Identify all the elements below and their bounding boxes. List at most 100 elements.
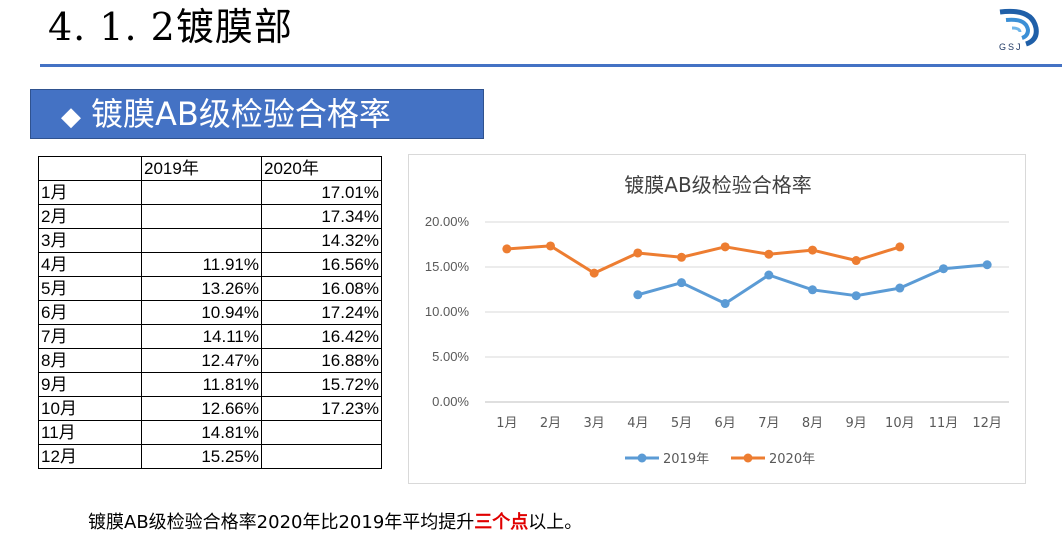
table-row: 2月 17.34% xyxy=(38,204,382,229)
x-tick-label: 11月 xyxy=(929,416,959,431)
table-cell: 14.81% xyxy=(141,420,262,445)
chart-title: 镀膜AB级检验合格率 xyxy=(624,173,811,197)
y-tick-label: 5.00% xyxy=(432,349,469,364)
table-cell: 17.01% xyxy=(261,180,382,205)
table-cell xyxy=(261,444,382,469)
x-tick-label: 8月 xyxy=(802,416,823,431)
table-header-row: 2019年 2020年 xyxy=(38,156,382,181)
x-tick-label: 12月 xyxy=(972,416,1002,431)
table-cell: 14.32% xyxy=(261,228,382,253)
table-row: 5月 13.26% 16.08% xyxy=(38,276,382,301)
data-point xyxy=(633,290,643,300)
table-header-cell xyxy=(38,156,142,181)
data-point xyxy=(764,270,774,280)
table-row: 3月 14.32% xyxy=(38,228,382,253)
table-row: 11月 14.81% xyxy=(38,420,382,445)
table-cell: 11.81% xyxy=(141,372,262,397)
logo-text: GSJ xyxy=(999,42,1023,52)
summary-tail: 以上。 xyxy=(528,512,583,533)
table-row: 1月 17.01% xyxy=(38,180,382,205)
table-cell: 15.25% xyxy=(141,444,262,469)
table-cell: 17.34% xyxy=(261,204,382,229)
section-label: 镀膜AB级检验合格率 xyxy=(91,95,391,133)
legend-label: 2020年 xyxy=(769,452,815,467)
company-logo-icon xyxy=(999,8,1039,47)
series-line-0 xyxy=(637,263,988,305)
table-row: 7月 14.11% 16.42% xyxy=(38,324,382,349)
table-cell: 12月 xyxy=(38,444,142,469)
data-point xyxy=(633,248,643,258)
x-tick-label: 4月 xyxy=(627,416,648,431)
data-point xyxy=(982,260,992,270)
data-point xyxy=(808,285,817,295)
summary-note: 镀膜AB级检验合格率2020年比2019年平均提升三个点以上。 xyxy=(88,510,582,536)
table-cell xyxy=(141,180,262,205)
data-table: 2019年 2020年 1月 17.01% 2月 17.34% 3月 14.32% 4月 11.9… xyxy=(38,156,382,469)
diamond-bullet-icon: ◆ xyxy=(61,102,81,132)
table-cell: 14.11% xyxy=(141,324,262,349)
y-tick-label: 15.00% xyxy=(425,259,470,274)
table-cell: 16.56% xyxy=(261,252,382,277)
line-chart: 镀膜AB级检验合格率 0.00% 5.00% 10.00% 15.00% 20.00% 1月… xyxy=(408,154,1026,484)
data-point xyxy=(720,242,730,252)
legend-marker-0 xyxy=(637,453,647,463)
table-cell: 1月 xyxy=(38,180,142,205)
table-header-cell: 2019年 xyxy=(141,156,262,181)
table-cell: 10.94% xyxy=(141,300,262,325)
x-tick-label: 1月 xyxy=(496,416,517,431)
legend-label: 2019年 xyxy=(663,452,709,467)
table-cell xyxy=(141,204,262,229)
data-point xyxy=(677,278,686,288)
table-cell: 13.26% xyxy=(141,276,262,301)
table-row: 12月 15.25% xyxy=(38,444,382,469)
table-header-cell: 2020年 xyxy=(261,156,382,181)
table-row: 8月 12.47% 16.88% xyxy=(38,348,382,373)
data-point xyxy=(851,291,861,301)
table-cell: 8月 xyxy=(38,348,142,373)
table-cell: 12.47% xyxy=(141,348,262,373)
x-tick-label: 5月 xyxy=(671,416,692,431)
y-tick-label: 0.00% xyxy=(432,394,469,409)
table-cell: 11.91% xyxy=(141,252,262,277)
data-point xyxy=(895,242,905,252)
table-cell: 16.88% xyxy=(261,348,382,373)
table-row: 10月 12.66% 17.23% xyxy=(38,396,382,421)
series-line-1 xyxy=(506,244,901,275)
data-point xyxy=(589,268,599,278)
data-point xyxy=(677,252,686,262)
table-row: 6月 10.94% 17.24% xyxy=(38,300,382,325)
table-cell: 9月 xyxy=(38,372,142,397)
table-cell: 15.72% xyxy=(261,372,382,397)
table-cell: 6月 xyxy=(38,300,142,325)
table-cell: 16.08% xyxy=(261,276,382,301)
data-point xyxy=(895,283,905,293)
x-tick-label: 7月 xyxy=(758,416,779,431)
data-point xyxy=(851,256,861,266)
x-tick-label: 9月 xyxy=(846,416,867,431)
table-cell: 3月 xyxy=(38,228,142,253)
summary-highlight: 三个点 xyxy=(474,512,529,533)
table-cell xyxy=(141,228,262,253)
x-tick-label: 3月 xyxy=(584,416,605,431)
y-tick-label: 20.00% xyxy=(425,214,470,229)
x-tick-label: 6月 xyxy=(715,416,736,431)
table-row: 9月 11.81% 15.72% xyxy=(38,372,382,397)
summary-text: 镀膜AB级检验合格率2020年比2019年平均提升 xyxy=(88,512,475,533)
chart-svg: 镀膜AB级检验合格率 0.00% 5.00% 10.00% 15.00% 20.00% 1月… xyxy=(425,173,1009,467)
table-cell: 10月 xyxy=(38,396,142,421)
data-point xyxy=(764,249,774,259)
data-point xyxy=(502,244,512,254)
x-tick-label: 2月 xyxy=(540,416,561,431)
table-cell: 16.42% xyxy=(261,324,382,349)
y-tick-label: 10.00% xyxy=(425,304,470,319)
table-cell: 11月 xyxy=(38,420,142,445)
legend-marker-1 xyxy=(743,453,753,463)
table-cell: 4月 xyxy=(38,252,142,277)
table-row: 4月 11.91% 16.56% xyxy=(38,252,382,277)
table-cell: 7月 xyxy=(38,324,142,349)
table-cell: 17.24% xyxy=(261,300,382,325)
data-point xyxy=(939,264,948,274)
table-cell: 2月 xyxy=(38,204,142,229)
slide-title: 4. 1. 2镀膜部 xyxy=(48,5,293,49)
data-point xyxy=(808,245,817,255)
